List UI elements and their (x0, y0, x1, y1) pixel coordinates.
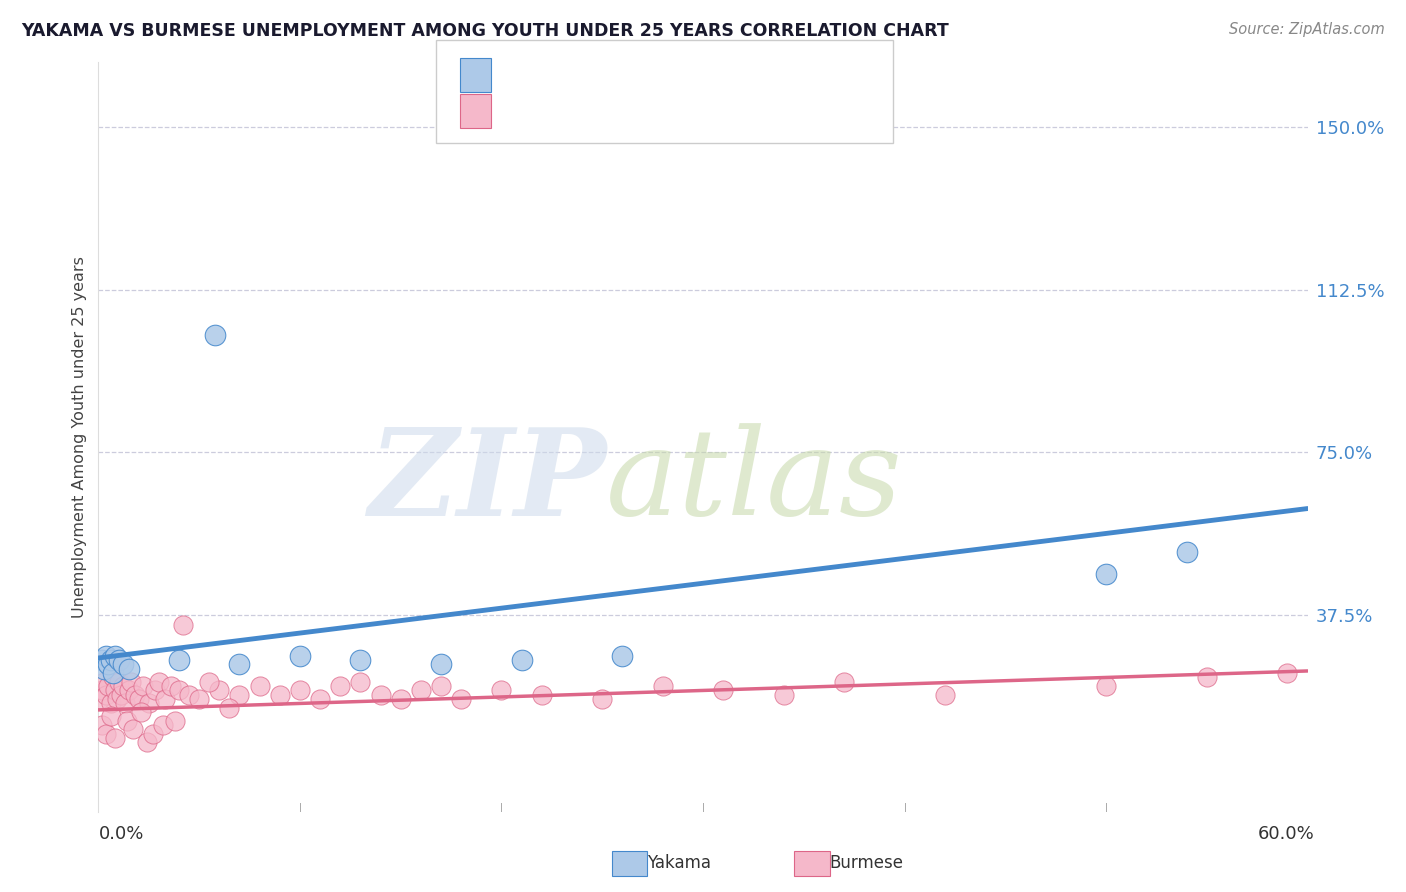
Point (309, 692, 332, 706)
Point (118, 683, 141, 698)
Point (204, 328, 226, 343)
Point (1175, 545, 1198, 559)
Point (91, 683, 114, 698)
Point (1095, 679, 1118, 693)
Point (128, 692, 150, 706)
Point (91, 653, 114, 667)
Point (153, 692, 176, 706)
Point (1277, 666, 1299, 681)
Text: atlas: atlas (606, 424, 903, 541)
Point (114, 697, 136, 711)
Point (167, 653, 190, 667)
Point (160, 679, 183, 693)
Text: ZIP: ZIP (368, 423, 606, 541)
Text: 0.0%: 0.0% (98, 825, 143, 843)
Point (772, 688, 794, 702)
Point (148, 674, 170, 689)
Point (228, 657, 250, 672)
Text: Burmese: Burmese (830, 855, 904, 872)
Point (179, 688, 201, 702)
Point (349, 674, 371, 689)
Point (124, 688, 146, 702)
Point (228, 688, 250, 702)
Point (198, 674, 221, 689)
Point (110, 688, 132, 702)
Text: YAKAMA VS BURMESE UNEMPLOYMENT AMONG YOUTH UNDER 25 YEARS CORRELATION CHART: YAKAMA VS BURMESE UNEMPLOYMENT AMONG YOU… (21, 22, 949, 40)
Text: Yakama: Yakama (647, 855, 711, 872)
Point (103, 731, 125, 745)
Point (138, 697, 160, 711)
Point (135, 735, 157, 749)
Point (121, 723, 143, 737)
Point (249, 679, 271, 693)
Point (107, 674, 129, 689)
Point (93, 662, 115, 676)
Point (370, 688, 392, 702)
Text: R = 0.270   N = 20: R = 0.270 N = 20 (508, 65, 700, 85)
Point (107, 653, 129, 667)
Point (612, 648, 634, 663)
Point (163, 714, 186, 728)
Point (832, 674, 855, 689)
Point (111, 679, 134, 693)
Point (269, 688, 291, 702)
Point (97, 657, 120, 672)
Point (142, 727, 165, 741)
Point (530, 688, 553, 702)
Text: 60.0%: 60.0% (1258, 825, 1315, 843)
Point (103, 683, 125, 698)
Point (450, 692, 472, 706)
Point (96, 727, 118, 741)
Point (188, 692, 211, 706)
Point (93, 674, 115, 689)
Point (96, 648, 118, 663)
Point (101, 666, 124, 681)
Point (711, 683, 734, 698)
Point (96, 688, 118, 702)
Point (591, 692, 613, 706)
Point (100, 697, 122, 711)
Point (120, 674, 142, 689)
Point (152, 718, 174, 732)
Point (1095, 566, 1118, 581)
Point (1195, 670, 1218, 684)
Point (91, 718, 114, 732)
Point (430, 679, 453, 693)
Point (491, 683, 513, 698)
Point (288, 648, 311, 663)
Text: Source: ZipAtlas.com: Source: ZipAtlas.com (1229, 22, 1385, 37)
Point (218, 700, 240, 714)
Point (118, 662, 141, 676)
Point (430, 657, 453, 672)
Point (510, 653, 533, 667)
Point (651, 679, 673, 693)
Point (208, 683, 231, 698)
Point (105, 692, 128, 706)
Point (100, 709, 122, 723)
Point (329, 679, 352, 693)
Point (143, 683, 166, 698)
Y-axis label: Unemployment Among Youth under 25 years: Unemployment Among Youth under 25 years (72, 256, 87, 618)
Point (89, 692, 111, 706)
Point (132, 679, 155, 693)
Point (103, 648, 125, 663)
Point (349, 653, 371, 667)
Point (111, 657, 134, 672)
Text: R = 0.243   N = 64: R = 0.243 N = 64 (508, 101, 700, 120)
Point (101, 670, 124, 684)
Point (100, 653, 122, 667)
Point (115, 714, 138, 728)
Point (389, 692, 412, 706)
Point (129, 705, 152, 719)
Point (172, 618, 194, 632)
Point (288, 683, 311, 698)
Point (167, 683, 190, 698)
Point (409, 683, 432, 698)
Point (934, 688, 956, 702)
Point (97, 679, 120, 693)
